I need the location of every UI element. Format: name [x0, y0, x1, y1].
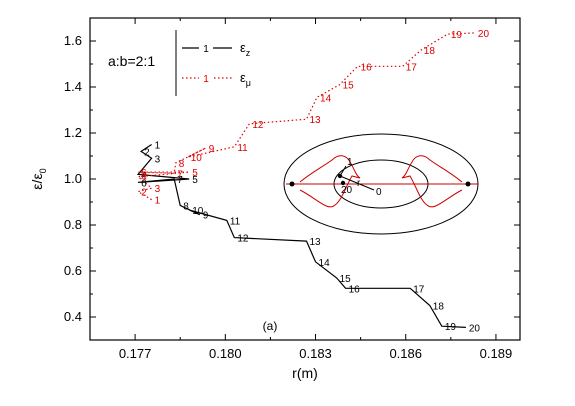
axes: 0.177 0.180 0.183 0.186 0.189 0.4 0.6 0.8 1.0 1.2… — [29, 17, 521, 381]
inset-label: 0 — [376, 187, 382, 198]
aspect-ratio-label: a:b=2:1 — [108, 53, 155, 69]
inset-diagram: 1 20 r 0 — [283, 133, 479, 235]
legend-marker-bg — [199, 41, 213, 53]
series-line-epsilon-z — [136, 143, 466, 328]
y-tick-label: 0.8 — [64, 217, 82, 232]
y-tick-label: 1.6 — [64, 33, 82, 48]
point-label: 3 — [155, 184, 161, 195]
legend-marker: 1 — [203, 44, 209, 55]
x-tick-label: 0.183 — [299, 346, 332, 361]
inset-trace-left — [299, 155, 361, 208]
x-tick-label: 0.177 — [119, 346, 152, 361]
x-axis-label: r(m) — [292, 365, 318, 381]
point-label: 9 — [209, 144, 215, 155]
point-label: 2 — [144, 147, 150, 158]
inset-label: 20 — [341, 185, 353, 196]
point-label: 12 — [252, 120, 264, 131]
point-label: 6 — [141, 178, 147, 189]
inset-end-dot — [289, 181, 295, 187]
y-tick-label: 1.4 — [64, 79, 82, 94]
point-label: 6 — [141, 168, 147, 179]
point-label: 15 — [340, 274, 352, 285]
inset-radius-line — [339, 175, 375, 191]
legend-marker-bg — [199, 71, 213, 83]
point-label: 7 — [177, 169, 183, 180]
point-label: 1 — [155, 141, 161, 152]
point-label: 9 — [203, 211, 209, 222]
legend-marker: 1 — [203, 74, 209, 85]
panel-label: (a) — [263, 319, 278, 333]
point-label: 12 — [237, 234, 249, 245]
point-label: 20 — [469, 323, 481, 334]
point-label: 5 — [192, 168, 198, 179]
point-label: 10 — [191, 153, 203, 164]
point-label: 20 — [478, 29, 490, 40]
point-label: 11 — [237, 143, 248, 154]
inset-label: r — [357, 178, 361, 189]
series-layer — [136, 32, 475, 328]
legend: a:b=2:1 1 εz 1 εμ — [108, 30, 251, 96]
y-tick-label: 1.2 — [64, 125, 82, 140]
point-label: 18 — [424, 46, 436, 57]
point-label: 4 — [141, 173, 147, 184]
point-label: 11 — [230, 216, 241, 227]
point-label: 8 — [179, 159, 185, 170]
point-label: 18 — [433, 302, 445, 313]
point-label: 16 — [349, 284, 361, 295]
x-tick-label: 0.186 — [389, 346, 422, 361]
point-label: 5 — [192, 175, 198, 186]
point-label: 2 — [141, 188, 147, 199]
y-tick-label: 0.6 — [64, 263, 82, 278]
point-label: 17 — [406, 62, 418, 73]
point-label: 19 — [445, 322, 457, 333]
inset-label: 1 — [347, 157, 353, 168]
inset-end-dot — [465, 181, 471, 187]
point-label: 8 — [183, 201, 189, 212]
x-tick-label: 0.180 — [209, 346, 242, 361]
point-label: 16 — [361, 62, 373, 73]
point-label: 17 — [413, 284, 425, 295]
y-axis-label: ε/ε0 — [29, 168, 48, 189]
point-label: 7 — [177, 175, 183, 186]
legend-entry: εz — [240, 40, 251, 58]
inset-trace-right — [401, 155, 463, 208]
point-label: 1 — [155, 196, 161, 207]
y-tick-label: 1.0 — [64, 171, 82, 186]
inset-point — [340, 180, 346, 186]
point-label: 15 — [343, 81, 355, 92]
x-tick-label: 0.189 — [480, 346, 513, 361]
point-label: 14 — [319, 258, 331, 269]
point-label: 4 — [141, 170, 147, 181]
point-label: 14 — [320, 93, 332, 104]
series-line-epsilon-mu — [136, 32, 475, 201]
point-label: 3 — [155, 154, 161, 165]
point-label: 13 — [310, 115, 322, 126]
legend-entry: εμ — [240, 70, 251, 88]
point-label: 13 — [310, 237, 322, 248]
point-label: 10 — [192, 206, 204, 217]
inset-point — [337, 173, 343, 179]
y-tick-label: 0.4 — [64, 309, 82, 324]
point-label: 19 — [451, 30, 463, 41]
